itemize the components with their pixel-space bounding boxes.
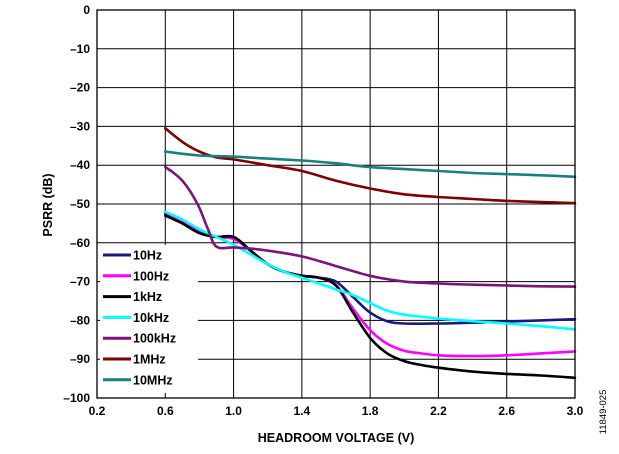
x-tick-label: 1.4 — [294, 404, 311, 418]
y-tick-label: –50 — [70, 197, 90, 211]
y-tick-label: –70 — [70, 275, 90, 289]
legend-label: 1MHz — [133, 353, 166, 367]
legend-label: 100kHz — [133, 332, 176, 346]
series-layer — [164, 127, 577, 380]
y-tick-label: –60 — [70, 236, 90, 250]
legend-label: 1kHz — [133, 290, 162, 304]
x-tick-label: 2.6 — [498, 404, 515, 418]
y-tick-label: –30 — [70, 119, 90, 133]
x-tick-labels: 0.2 0.6 1.0 1.4 1.8 2.2 2.6 3.0 — [89, 404, 584, 418]
legend-label: 10kHz — [133, 311, 169, 325]
series-line-10mhz — [164, 150, 577, 179]
y-tick-label: –80 — [70, 313, 90, 327]
x-tick-label: 1.0 — [225, 404, 242, 418]
y-tick-label: –10 — [70, 42, 90, 56]
y-tick-label: –40 — [70, 158, 90, 172]
x-tick-label: 0.6 — [157, 404, 174, 418]
y-tick-label: –90 — [70, 352, 90, 366]
series-line-1mhz — [164, 127, 577, 205]
legend-background — [100, 245, 198, 393]
plot-border — [96, 9, 576, 399]
y-tick-label: –100 — [63, 391, 90, 405]
plot-frame — [96, 9, 576, 399]
series-line-1khz — [164, 214, 577, 380]
legend: 10Hz 100Hz 1kHz 10kHz 100kHz 1MHz 10MHz — [100, 245, 198, 393]
y-tick-label: 0 — [83, 3, 90, 17]
legend-label: 100Hz — [133, 269, 169, 283]
legend-label: 10Hz — [133, 249, 162, 263]
series-line-10khz — [164, 210, 577, 331]
x-tick-label: 1.8 — [362, 404, 379, 418]
y-axis-title: PSRR (dB) — [41, 173, 55, 236]
x-tick-label: 2.2 — [430, 404, 447, 418]
x-tick-label: 3.0 — [567, 404, 584, 418]
x-axis-title: HEADROOM VOLTAGE (V) — [258, 431, 414, 445]
x-tick-label: 0.2 — [89, 404, 106, 418]
figure-id: 11849-025 — [598, 390, 609, 435]
series-line-100khz — [164, 165, 577, 288]
y-tick-labels: 0 –10 –20 –30 –40 –50 –60 –70 –80 –90 –100 — [63, 3, 90, 405]
legend-label: 10MHz — [133, 373, 173, 387]
y-tick-label: –20 — [70, 81, 90, 95]
